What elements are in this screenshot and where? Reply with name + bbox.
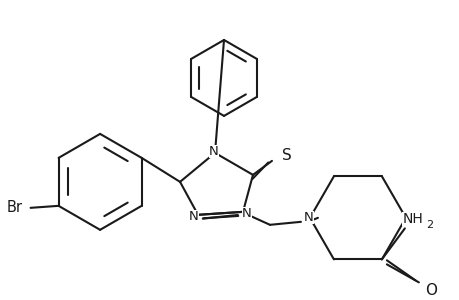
- Text: N: N: [209, 146, 218, 158]
- Text: NH: NH: [402, 212, 422, 226]
- Text: N: N: [241, 207, 252, 220]
- Text: 2: 2: [425, 220, 432, 230]
- Text: O: O: [424, 283, 436, 298]
- Text: N: N: [189, 210, 198, 223]
- Text: N: N: [303, 211, 313, 224]
- Text: Br: Br: [6, 200, 22, 215]
- Text: S: S: [281, 148, 291, 164]
